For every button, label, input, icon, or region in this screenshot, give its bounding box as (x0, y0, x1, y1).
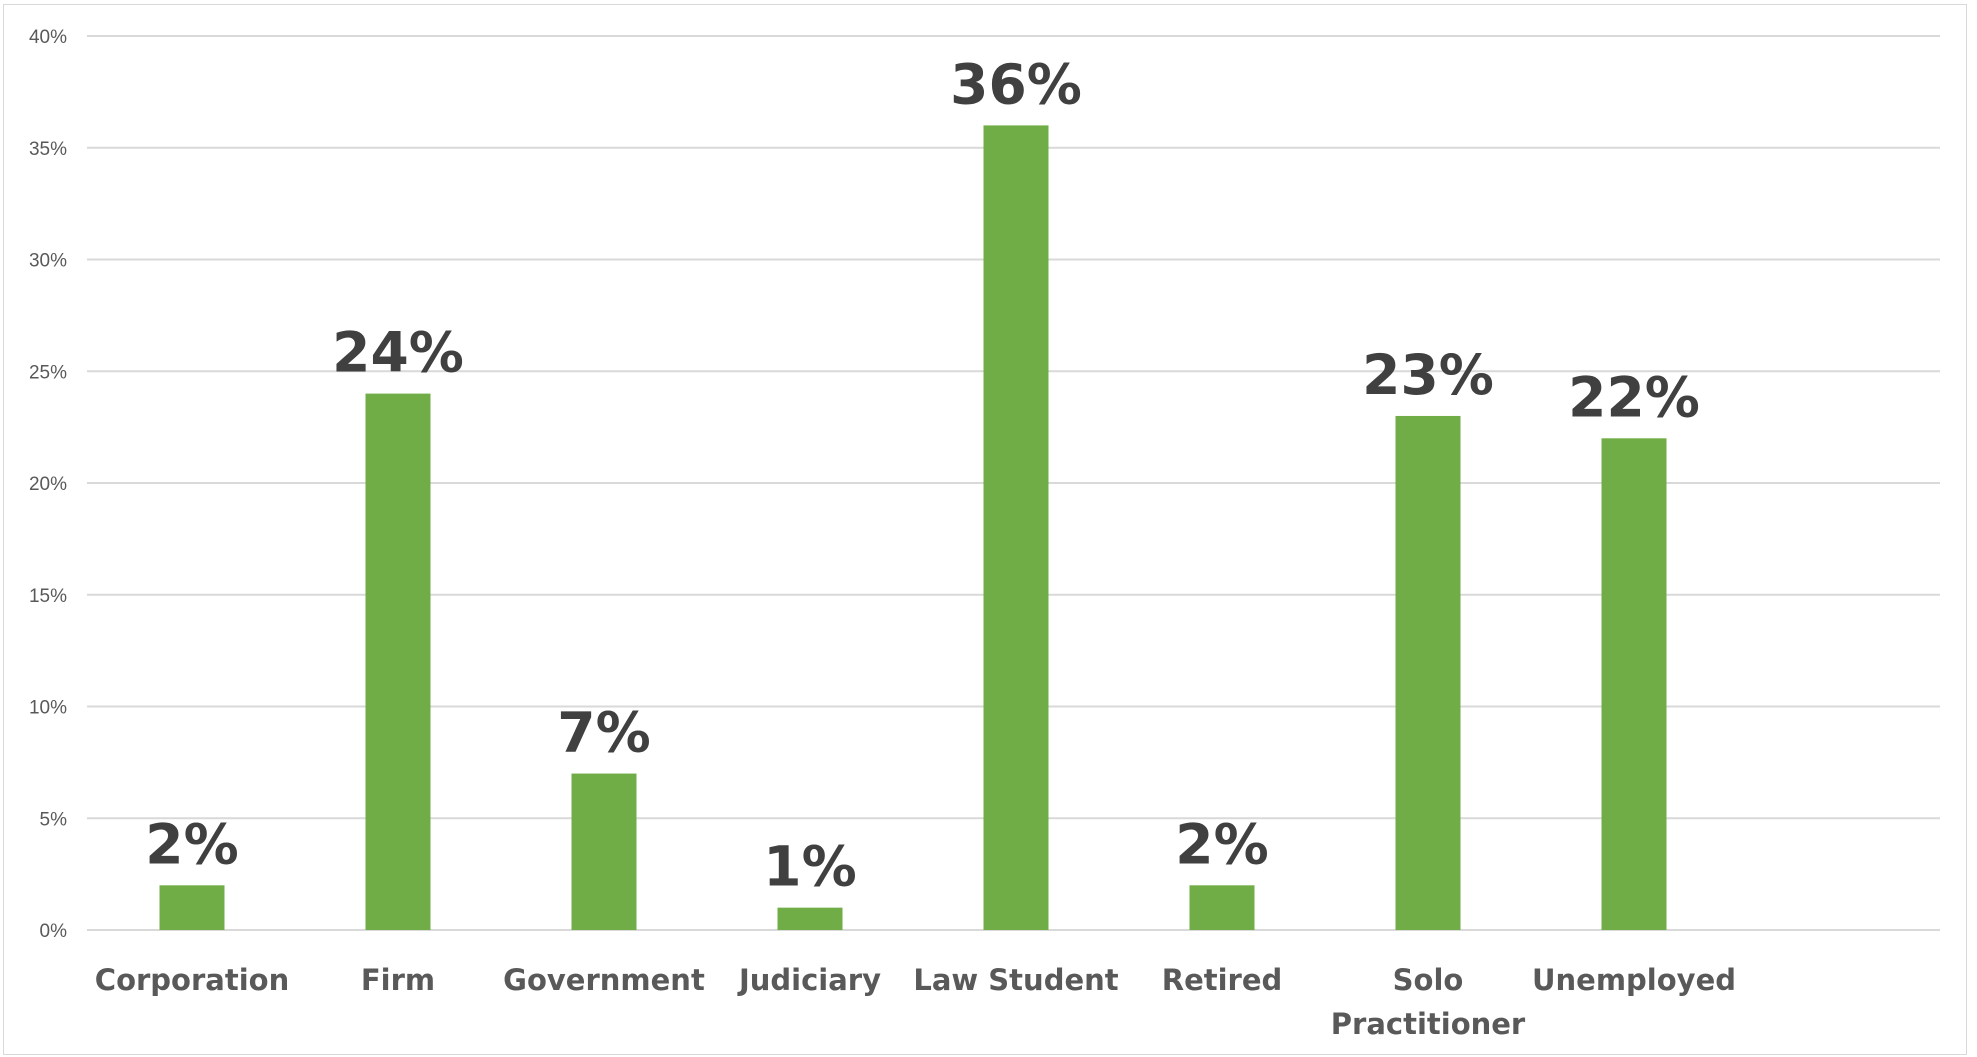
y-axis: 0% 5% 10% 15% 20% 25% 30% 35% 40% (29, 27, 67, 942)
x-tick-label: Government (503, 963, 705, 997)
y-tick-label: 5% (40, 809, 68, 830)
bar (159, 885, 225, 930)
bar (1601, 438, 1667, 930)
y-tick-label: 25% (29, 362, 67, 383)
data-labels: 2% 24% 7% 1% 36% 2% 23% 22% (145, 52, 1700, 898)
y-tick-label: 35% (29, 139, 67, 160)
x-tick-label: Firm (361, 963, 435, 997)
y-tick-label: 10% (29, 698, 67, 719)
bar (1189, 885, 1255, 930)
x-tick-label: Unemployed (1532, 963, 1736, 997)
x-tick-label: Law Student (913, 963, 1118, 997)
y-tick-label: 30% (29, 251, 67, 272)
y-tick-label: 15% (29, 586, 67, 607)
y-tick-label: 20% (29, 474, 67, 495)
data-label: 2% (145, 812, 238, 876)
y-tick-label: 0% (40, 921, 68, 942)
data-label: 36% (950, 52, 1082, 116)
data-label: 1% (763, 835, 856, 899)
bar (777, 907, 843, 930)
bar (983, 125, 1049, 930)
x-tick-label: Judiciary (737, 963, 881, 997)
data-label: 24% (332, 321, 464, 385)
data-label: 7% (557, 701, 650, 765)
x-tick-label: Retired (1162, 963, 1283, 997)
bar (365, 393, 431, 931)
data-label: 2% (1175, 812, 1268, 876)
data-label: 23% (1362, 343, 1494, 407)
bars (159, 125, 1667, 931)
bar (571, 773, 637, 930)
x-tick-label: Corporation (95, 963, 289, 997)
y-tick-label: 40% (29, 27, 67, 48)
x-axis: Corporation Firm Government Judiciary Law St… (95, 963, 1736, 1041)
data-label: 22% (1568, 365, 1700, 429)
bar (1395, 415, 1461, 930)
x-tick-label: Solo Practitioner (1331, 963, 1526, 1041)
